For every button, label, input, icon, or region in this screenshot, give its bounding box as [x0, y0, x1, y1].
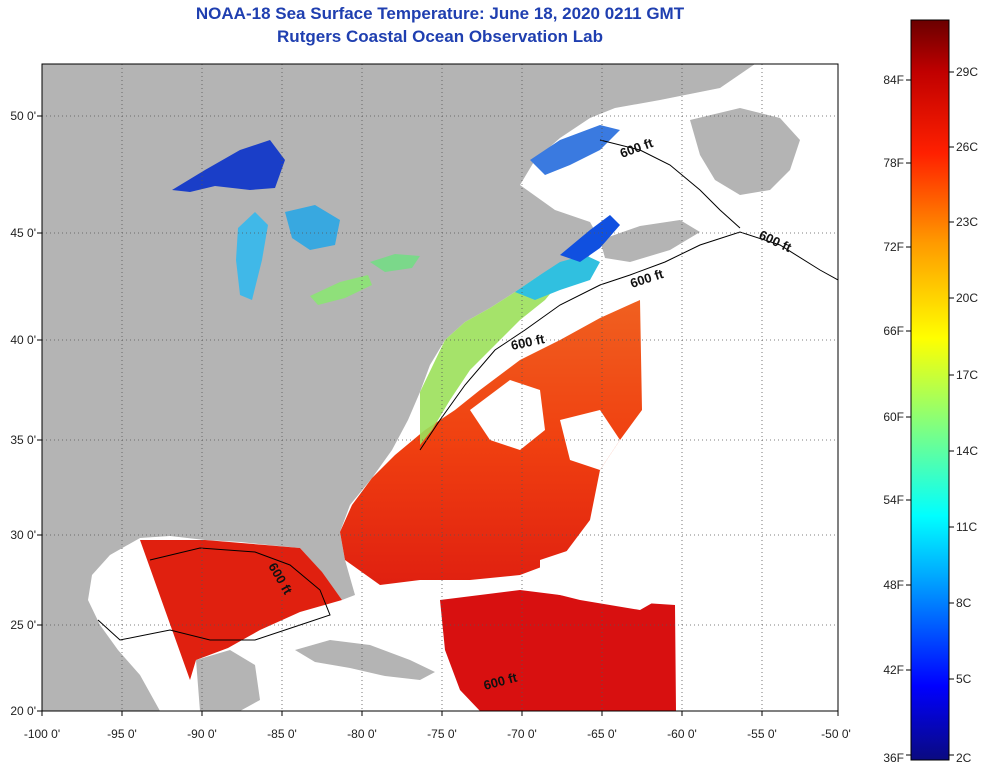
x-tick-label: -85 0' [267, 727, 297, 741]
x-tick-label: -75 0' [427, 727, 457, 741]
cloud-patch [360, 585, 440, 640]
colorbar-f-label: 78F [883, 156, 904, 170]
colorbar-f-label: 42F [883, 663, 904, 677]
land-nova-scotia [600, 220, 700, 262]
sst-caribbean [440, 590, 676, 711]
colorbar-f-label: 72F [883, 240, 904, 254]
colorbar-c-label: 8C [956, 596, 972, 610]
colorbar-ticks [906, 71, 954, 756]
sst-gulf-of-st-lawrence [530, 125, 620, 175]
colorbar-c-label: 11C [956, 520, 977, 534]
isobath-label: 600 ft [510, 331, 547, 353]
colorbar-c-label: 29C [956, 65, 978, 79]
colorbar-f-label: 60F [883, 410, 904, 424]
land-newfoundland [690, 108, 800, 195]
isobath-600ft-north [599, 139, 741, 229]
x-axis [41, 711, 839, 716]
x-tick-label: -70 0' [507, 727, 537, 741]
lake-huron [285, 205, 340, 250]
land-cuba [295, 640, 435, 680]
colorbar-c-label: 26C [956, 140, 978, 154]
colorbar-c-label: 17C [956, 368, 978, 382]
sst-bay-of-fundy [560, 215, 620, 262]
lake-michigan [236, 212, 268, 300]
map-frame [41, 63, 839, 712]
map-title: NOAA-18 Sea Surface Temperature: June 18… [195, 4, 685, 23]
y-tick-label: 45 0' [10, 226, 36, 240]
y-axis [37, 115, 42, 712]
x-tick-label: -100 0' [24, 727, 60, 741]
x-tick-label: -65 0' [587, 727, 617, 741]
x-tick-label: -90 0' [187, 727, 217, 741]
colorbar-c-label: 2C [956, 751, 972, 765]
land-yucatan [196, 650, 260, 711]
x-tick-label: -60 0' [667, 727, 697, 741]
colorbar-c-label: 20C [956, 291, 978, 305]
y-tick-label: 30 0' [10, 528, 36, 542]
cloud-patch [540, 540, 675, 610]
colorbar-f-label: 66F [883, 324, 904, 338]
y-tick-label: 35 0' [10, 433, 36, 447]
colorbar-f-label: 48F [883, 578, 904, 592]
colorbar-c-label: 14C [956, 444, 978, 458]
y-tick-label: 50 0' [10, 109, 36, 123]
colorbar-f-label: 54F [883, 493, 904, 507]
sst-atlantic-warm [340, 300, 642, 585]
isobath-600ft-gulf [97, 547, 331, 641]
x-tick-label: -50 0' [821, 727, 851, 741]
land-north-america [42, 64, 755, 711]
lake-superior [172, 140, 285, 192]
colorbar-f-label: 84F [883, 73, 904, 87]
colorbar-f-label: 36F [883, 751, 904, 765]
graticule [42, 64, 838, 711]
colorbar [910, 19, 950, 761]
lake-erie [310, 275, 372, 305]
lake-ontario [370, 254, 420, 272]
colorbar-c-label: 23C [956, 215, 978, 229]
sst-gulf-of-mexico [140, 540, 342, 680]
y-tick-label: 20 0' [10, 704, 36, 718]
colorbar-c-label: 5C [956, 672, 972, 686]
sst-gulf-of-maine [515, 255, 600, 300]
map-subtitle: Rutgers Coastal Ocean Observation Lab [277, 27, 603, 46]
x-tick-label: -80 0' [347, 727, 377, 741]
x-tick-label: -95 0' [107, 727, 137, 741]
cloud-patch [470, 380, 545, 450]
x-tick-label: -55 0' [747, 727, 777, 741]
y-tick-label: 25 0' [10, 618, 36, 632]
y-tick-label: 40 0' [10, 333, 36, 347]
isobath-600ft-atlantic [419, 231, 838, 451]
